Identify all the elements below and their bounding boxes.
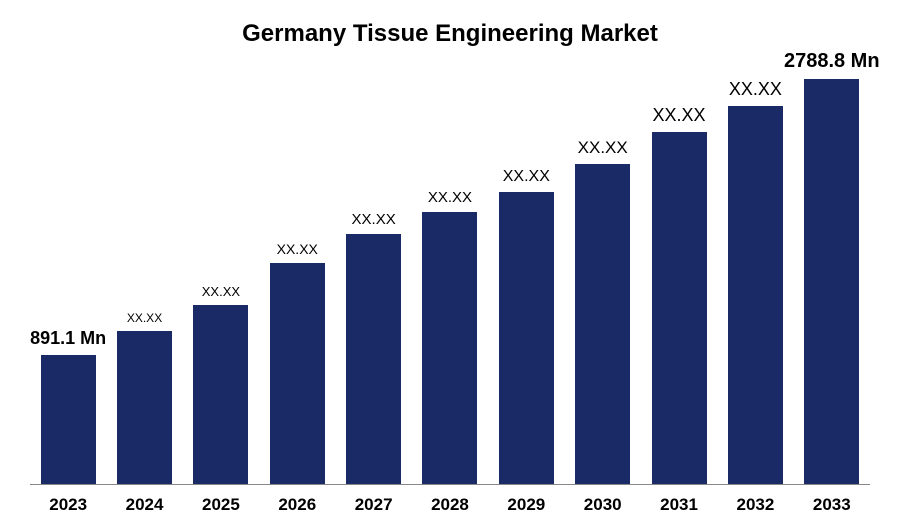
bar	[41, 355, 96, 485]
chart-x-axis: 2023202420252026202720282029203020312032…	[30, 485, 870, 515]
x-axis-tick: 2029	[488, 485, 564, 515]
bar	[804, 79, 859, 484]
x-axis-tick: 2028	[412, 485, 488, 515]
bar	[193, 305, 248, 484]
bar	[652, 132, 707, 484]
x-axis-tick: 2025	[183, 485, 259, 515]
bar-column: XX.XX	[641, 48, 717, 484]
bar-column: XX.XX	[335, 48, 411, 484]
bar-column: XX.XX	[183, 48, 259, 484]
x-axis-tick: 2032	[717, 485, 793, 515]
bar-column: XX.XX	[106, 48, 182, 484]
x-axis-tick: 2030	[565, 485, 641, 515]
bar	[728, 106, 783, 484]
x-axis-tick: 2033	[794, 485, 870, 515]
bar-value-label: 2788.8 Mn	[775, 50, 890, 73]
bar-column: XX.XX	[717, 48, 793, 484]
chart-plot-area: 891.1 MnXX.XXXX.XXXX.XXXX.XXXX.XXXX.XXXX…	[30, 48, 870, 485]
x-axis-tick: 2023	[30, 485, 106, 515]
x-axis-tick: 2026	[259, 485, 335, 515]
x-axis-tick: 2031	[641, 485, 717, 515]
bar-column: XX.XX	[488, 48, 564, 484]
bar	[575, 164, 630, 484]
bar-column: XX.XX	[259, 48, 335, 484]
bar-column: XX.XX	[412, 48, 488, 484]
chart-title: Germany Tissue Engineering Market	[30, 20, 870, 48]
x-axis-tick: 2024	[106, 485, 182, 515]
bar	[270, 263, 325, 484]
bar	[422, 212, 477, 484]
bar	[499, 192, 554, 484]
bar	[117, 331, 172, 484]
chart-container: Germany Tissue Engineering Market 891.1 …	[0, 0, 900, 525]
x-axis-tick: 2027	[335, 485, 411, 515]
bar	[346, 234, 401, 484]
bar-column: 891.1 Mn	[30, 48, 106, 484]
bar-column: 2788.8 Mn	[794, 48, 870, 484]
